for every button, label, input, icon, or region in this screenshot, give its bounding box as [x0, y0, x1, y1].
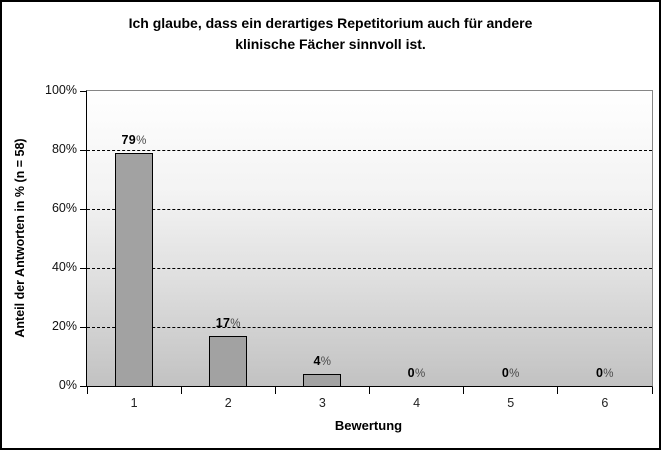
x-tick-mark	[274, 387, 276, 394]
y-tick-mark	[80, 267, 87, 269]
plot-area: 0% 20% 40% 60% 80% 100% 79% 1 17% 2 4% 3 0% 4 0% 5 0% 6	[45, 83, 653, 410]
x-tick-mark	[463, 387, 465, 394]
bar-value-label: 17%	[215, 315, 241, 330]
bar-value-label: 79%	[121, 132, 147, 147]
y-gridline	[87, 149, 652, 151]
y-gridline	[87, 326, 652, 328]
y-tick-label: 40%	[51, 260, 77, 274]
y-tick-label: 80%	[51, 142, 77, 156]
x-tick-mark	[369, 387, 370, 394]
y-tick-label: 20%	[51, 319, 77, 333]
bar	[115, 152, 154, 386]
y-tick-label: 100%	[45, 83, 77, 97]
y-tick-mark	[80, 385, 87, 387]
bar	[209, 335, 248, 386]
x-category-label: 1	[130, 396, 138, 410]
x-tick-mark	[180, 387, 182, 394]
x-tick-mark	[557, 387, 559, 394]
y-gridline	[87, 267, 652, 269]
y-tick-mark	[80, 149, 87, 151]
chart-title-line-2: klinische Fächer sinnvoll ist.	[235, 36, 426, 52]
chart-title: Ich glaube, dass ein derartiges Repetito…	[2, 13, 659, 55]
x-category-label: 3	[318, 396, 326, 410]
y-tick-label: 60%	[51, 201, 77, 215]
bar	[303, 374, 342, 386]
bar-value-label: 0%	[407, 366, 426, 380]
chart-title-line-1: Ich glaube, dass ein derartiges Repetito…	[128, 15, 533, 31]
y-tick-mark	[80, 208, 87, 210]
y-tick-label: 0%	[58, 378, 77, 392]
y-tick-mark	[80, 326, 87, 328]
x-axis-title: Bewertung	[334, 418, 403, 433]
x-tick-mark	[651, 387, 653, 394]
x-category-label: 2	[224, 396, 232, 410]
x-category-label: 6	[601, 396, 609, 410]
x-category-label: 4	[413, 396, 421, 410]
x-category-label: 5	[507, 396, 515, 410]
y-gridline	[87, 208, 652, 210]
x-tick-mark	[86, 387, 88, 394]
bar-value-label: 0%	[501, 366, 520, 380]
y-axis-title: Anteil der Antworten in % (n = 58)	[13, 137, 27, 338]
bar-value-label: 0%	[596, 366, 614, 380]
y-tick-mark	[80, 90, 87, 92]
y-axis-title-strip: Anteil der Antworten in % (n = 58)	[7, 90, 33, 385]
bar-value-label: 4%	[313, 354, 332, 369]
